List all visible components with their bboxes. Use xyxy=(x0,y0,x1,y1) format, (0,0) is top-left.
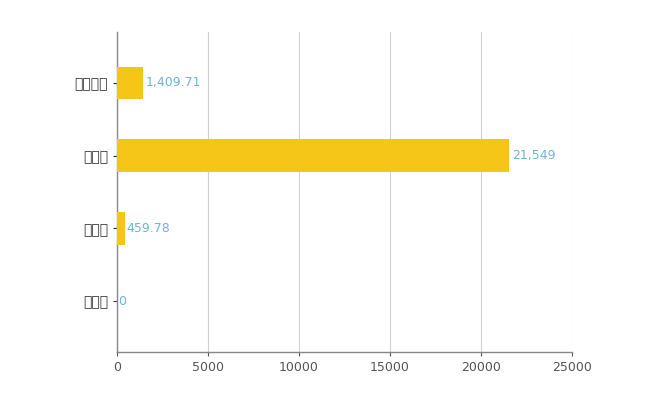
Bar xyxy=(117,212,125,245)
Text: 0: 0 xyxy=(118,294,127,308)
Text: 459.78: 459.78 xyxy=(127,222,170,235)
Bar xyxy=(117,139,509,172)
Text: 21,549: 21,549 xyxy=(512,149,556,162)
Text: 1,409.71: 1,409.71 xyxy=(146,76,202,90)
Bar xyxy=(117,66,142,99)
